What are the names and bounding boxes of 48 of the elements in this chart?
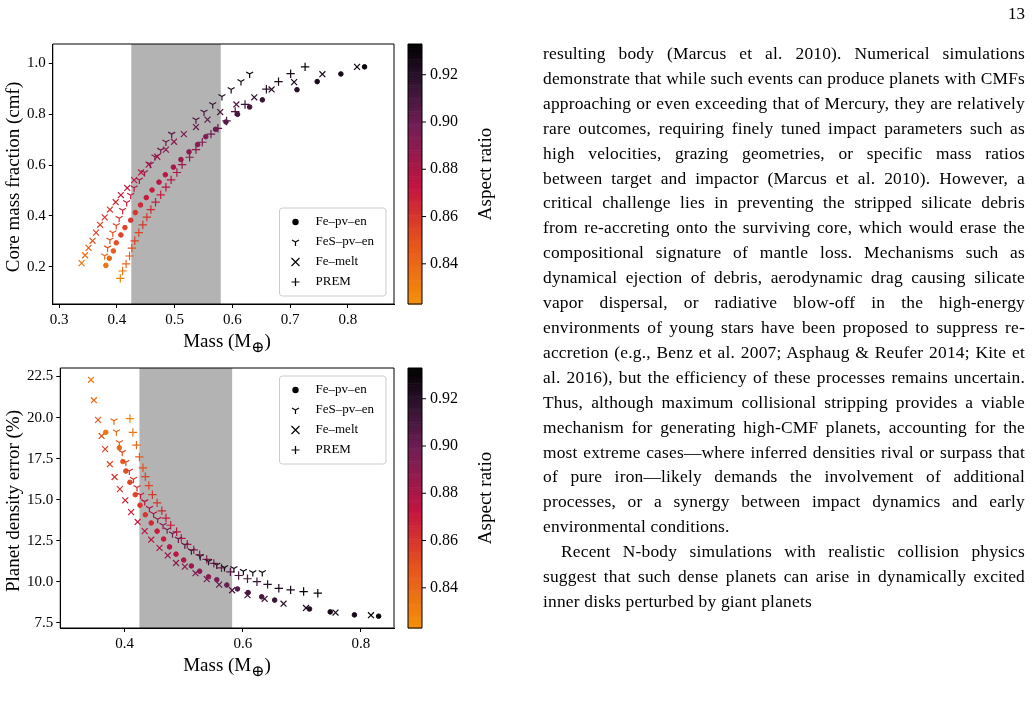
y-tick-label: 20.0	[27, 408, 54, 425]
text: 13	[1008, 4, 1025, 24]
text: resulting body (Marcus et al. 2010). Numerical simulations demonstrate that while such events can produce planets with CMFs approaching or even exceeding that of Mercury, they are relatively rare outcomes, requiring finely tuned impact parameters such as high velocities, grazing geometries, or specific mass ratios between target and impactor (Marcus et al. 2010). However, a critical challenge lies in preventing the stripped silicate debris from re-accreting onto the surviving core, which would erase the compositional signature of mantle loss. Mechanisms such as dynamical ejection of debris, aerodynamic drag causing silicate vapor dispersal, or radiative blow-off in the high-energy environments of young stars have been proposed to suppress re-accretion (e.g., Benz et al. 2007; Asphaug & Reufer 2014; Kite et al. 2016), but the efficiency of these processes remains uncertain. Thus, although maximum collisional stripping provides a viable mechanism for generating high-CMF planets, accounting for the most extreme cases—where inferred densities rival or surpass that of pure iron—likely demands the involvement of additional processes, or a synergy between impact dynamics and early environmental conditions.	[543, 43, 1025, 537]
color-bar-label: 0.90	[430, 436, 458, 454]
color-bar-title: Aspect ratio	[473, 127, 495, 221]
x-tick-label: 0.4	[107, 310, 127, 327]
legend-label: PREM	[315, 441, 352, 457]
x-axis-title: Mass (M$_{⊕}$)	[182, 330, 272, 356]
x-tick-label: 0.3	[49, 310, 69, 327]
y-tick-label: 10.0	[27, 572, 54, 589]
y-axis-title: Core mass fraction (cmf)	[2, 81, 24, 273]
legend-label: FeS–pv–en	[315, 401, 375, 417]
y-tick-label: 7.5	[34, 613, 54, 630]
color-bar-label: 0.88	[430, 159, 458, 177]
legend-label: Fe–melt	[315, 253, 359, 269]
y-tick-label: 0.8	[27, 105, 46, 122]
y-axis-title: Planet density error (%)	[2, 409, 24, 593]
y-tick-label: 0.4	[27, 206, 47, 223]
text: Recent N-body simulations with realistic collision physics suggest that such dense planets can arise in dynamically excited inner disks perturbed by giant planets	[543, 540, 1025, 613]
legend-label: PREM	[315, 273, 352, 289]
color-bar-label: 0.92	[430, 64, 458, 82]
color-bar-label: 0.90	[430, 112, 458, 130]
x-tick-label: 0.7	[280, 310, 300, 327]
legend-label: Fe–pv–en	[315, 213, 368, 229]
color-bar-label: 0.86	[430, 206, 458, 224]
x-tick-label: 0.4	[115, 634, 135, 651]
legend-label: Fe–pv–en	[315, 381, 368, 397]
color-bar-label: 0.92	[430, 388, 458, 406]
y-tick-label: 0.2	[27, 257, 46, 274]
y-tick-label: 1.0	[27, 54, 46, 71]
x-tick-label: 0.5	[165, 310, 184, 327]
color-bar-title: Aspect ratio	[473, 451, 495, 545]
color-bar-label: 0.84	[430, 254, 458, 272]
color-bar-label: 0.88	[430, 483, 458, 501]
y-tick-label: 22.5	[27, 367, 54, 384]
x-tick-label: 0.8	[351, 634, 371, 651]
y-tick-label: 17.5	[27, 449, 54, 466]
legend-label: FeS–pv–en	[315, 233, 375, 249]
color-bar-label: 0.86	[430, 530, 458, 548]
y-tick-label: 15.0	[27, 490, 54, 507]
x-tick-label: 0.8	[338, 310, 358, 327]
y-tick-label: 12.5	[27, 531, 54, 548]
x-tick-label: 0.6	[222, 310, 243, 327]
x-axis-title: Mass (M$_{⊕}$)	[182, 654, 272, 680]
y-tick-label: 0.6	[27, 156, 47, 173]
x-tick-label: 0.6	[233, 634, 253, 651]
legend-label: Fe–melt	[315, 421, 359, 437]
color-bar-label: 0.84	[430, 578, 458, 596]
